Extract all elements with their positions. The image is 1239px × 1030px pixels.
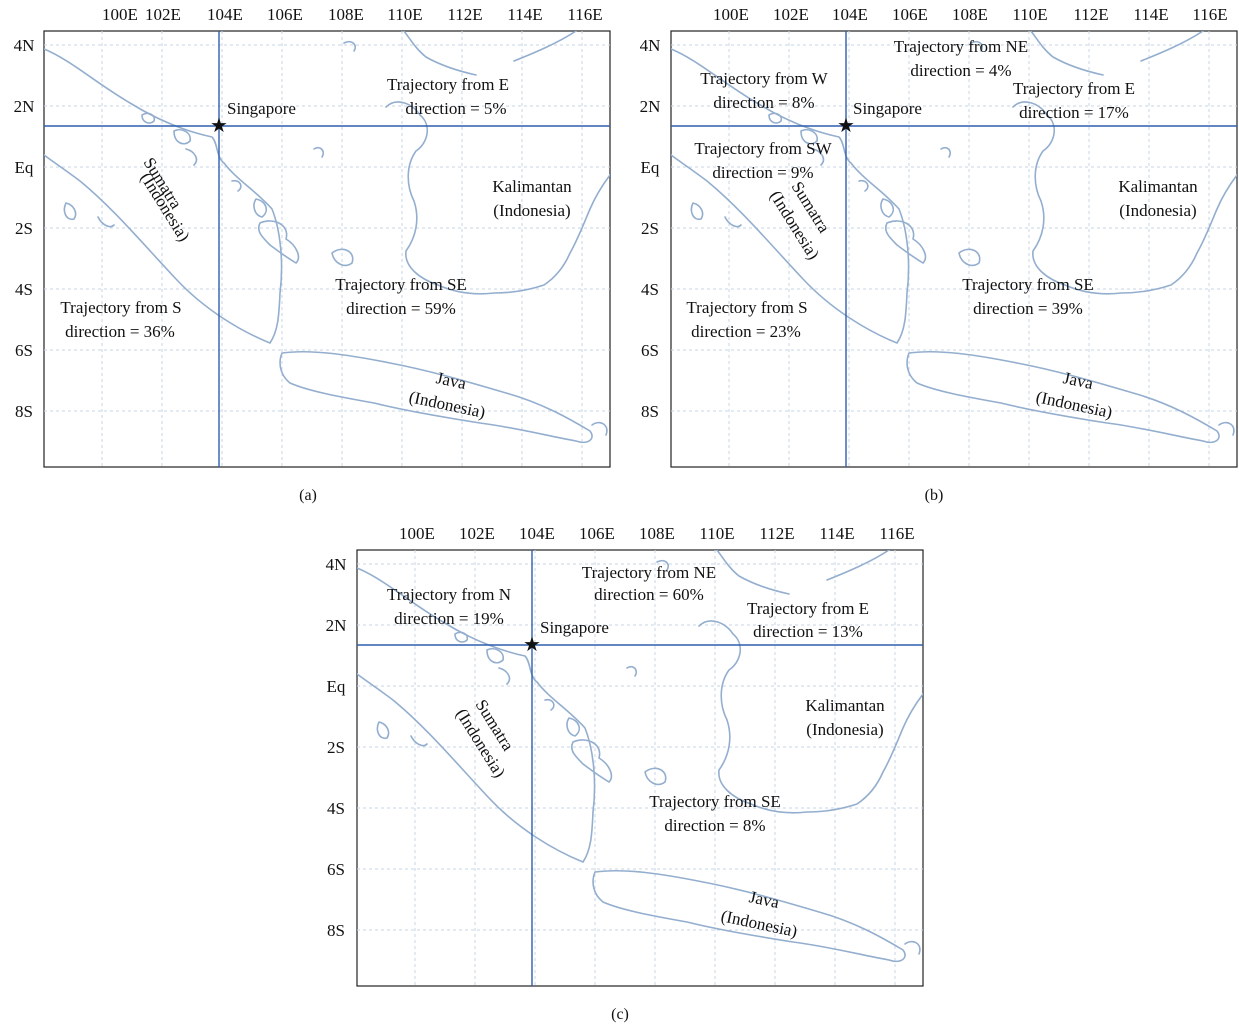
lon-label-106e: 106E (579, 524, 615, 543)
trajectory-s-label: Trajectory from S (60, 298, 181, 317)
trajectory-ne-percent: direction = 4% (910, 61, 1011, 80)
trajectory-e-percent: direction = 5% (405, 99, 506, 118)
trajectory-n-label: Trajectory from N (387, 585, 511, 604)
trajectory-ne-label: Trajectory from NE (894, 37, 1028, 56)
trajectory-se-label: Trajectory from SE (649, 792, 781, 811)
panel-b: 100E 102E 104E 106E 108E 110E 112E 114E … (640, 5, 1238, 504)
panel-c: 100E 102E 104E 106E 108E 110E 112E 114E … (326, 524, 924, 1023)
lat-label-2s: 2S (15, 219, 33, 238)
trajectory-s-percent: direction = 36% (65, 322, 175, 341)
panel-c-caption: (c) (611, 1006, 629, 1023)
lat-label-2s: 2S (641, 219, 659, 238)
lon-label-116e: 116E (1192, 5, 1227, 24)
lon-label-116e: 116E (879, 524, 914, 543)
trajectory-se-percent: direction = 39% (973, 299, 1083, 318)
trajectory-se-percent: direction = 8% (664, 816, 765, 835)
lat-label-6s: 6S (641, 341, 659, 360)
trajectory-w-label: Trajectory from W (700, 69, 828, 88)
trajectory-se-percent: direction = 59% (346, 299, 456, 318)
lat-label-4n: 4N (14, 36, 35, 55)
lon-label-102e: 102E (145, 5, 181, 24)
lon-label-100e: 100E (399, 524, 435, 543)
lat-label-4s: 4S (15, 280, 33, 299)
lon-label-108e: 108E (328, 5, 364, 24)
lon-label-108e: 108E (952, 5, 988, 24)
lat-label-eq: Eq (641, 158, 660, 177)
trajectory-w-percent: direction = 8% (713, 93, 814, 112)
lon-label-116e: 116E (567, 5, 602, 24)
lat-label-6s: 6S (15, 341, 33, 360)
lon-label-108e: 108E (639, 524, 675, 543)
panel-a-caption: (a) (299, 487, 317, 504)
lon-label-100e: 100E (713, 5, 749, 24)
lat-label-eq: Eq (327, 677, 346, 696)
panel-a: 100E 102E 104E 106E 108E 110E 112E 114E … (14, 5, 611, 504)
map-area (671, 31, 1237, 467)
singapore-marker-star-icon: ★ (210, 115, 228, 137)
trajectory-sw-label: Trajectory from SW (694, 139, 832, 158)
trajectory-se-label: Trajectory from SE (335, 275, 467, 294)
trajectory-e-percent: direction = 13% (753, 622, 863, 641)
lat-label-6s: 6S (327, 860, 345, 879)
lon-label-104e: 104E (832, 5, 868, 24)
lon-label-110e: 110E (1012, 5, 1047, 24)
kalimantan-country-label: (Indonesia) (493, 201, 570, 220)
lat-label-4n: 4N (326, 555, 347, 574)
kalimantan-label: Kalimantan (1118, 177, 1198, 196)
kalimantan-country-label: (Indonesia) (806, 720, 883, 739)
lat-label-2n: 2N (14, 97, 35, 116)
singapore-marker-star-icon: ★ (837, 115, 855, 137)
lon-label-112e: 112E (447, 5, 482, 24)
lat-label-eq: Eq (15, 158, 34, 177)
lat-label-2n: 2N (640, 97, 661, 116)
trajectory-e-label: Trajectory from E (1013, 79, 1135, 98)
singapore-label: Singapore (227, 99, 296, 118)
trajectory-n-percent: direction = 19% (394, 609, 504, 628)
lon-label-106e: 106E (267, 5, 303, 24)
lon-label-110e: 110E (699, 524, 734, 543)
lat-label-4s: 4S (327, 799, 345, 818)
lat-label-4n: 4N (640, 36, 661, 55)
singapore-label: Singapore (853, 99, 922, 118)
lon-label-100e: 100E (102, 5, 138, 24)
trajectory-s-label: Trajectory from S (686, 298, 807, 317)
kalimantan-country-label: (Indonesia) (1119, 201, 1196, 220)
singapore-label: Singapore (540, 618, 609, 637)
lon-label-102e: 102E (773, 5, 809, 24)
lon-label-102e: 102E (459, 524, 495, 543)
trajectory-se-label: Trajectory from SE (962, 275, 1094, 294)
lat-label-2n: 2N (326, 616, 347, 635)
lat-label-8s: 8S (15, 402, 33, 421)
lon-label-112e: 112E (1073, 5, 1108, 24)
trajectory-e-percent: direction = 17% (1019, 103, 1129, 122)
lon-label-112e: 112E (759, 524, 794, 543)
lat-label-2s: 2S (327, 738, 345, 757)
map-area (357, 550, 923, 986)
trajectory-sw-percent: direction = 9% (712, 163, 813, 182)
map-area (44, 31, 610, 467)
lat-label-4s: 4S (641, 280, 659, 299)
lon-label-114e: 114E (507, 5, 542, 24)
lon-label-104e: 104E (207, 5, 243, 24)
kalimantan-label: Kalimantan (805, 696, 885, 715)
lon-label-114e: 114E (1133, 5, 1168, 24)
trajectory-e-label: Trajectory from E (747, 599, 869, 618)
kalimantan-label: Kalimantan (492, 177, 572, 196)
lat-label-8s: 8S (327, 921, 345, 940)
lon-label-114e: 114E (819, 524, 854, 543)
trajectory-ne-percent: direction = 60% (594, 585, 704, 604)
lon-label-110e: 110E (387, 5, 422, 24)
trajectory-ne-label: Trajectory from NE (582, 563, 716, 582)
singapore-marker-star-icon: ★ (523, 634, 541, 656)
lat-label-8s: 8S (641, 402, 659, 421)
trajectory-e-label: Trajectory from E (387, 75, 509, 94)
lon-label-106e: 106E (892, 5, 928, 24)
lon-label-104e: 104E (519, 524, 555, 543)
trajectory-s-percent: direction = 23% (691, 322, 801, 341)
panel-b-caption: (b) (925, 487, 944, 504)
map-frame (43, 30, 611, 468)
